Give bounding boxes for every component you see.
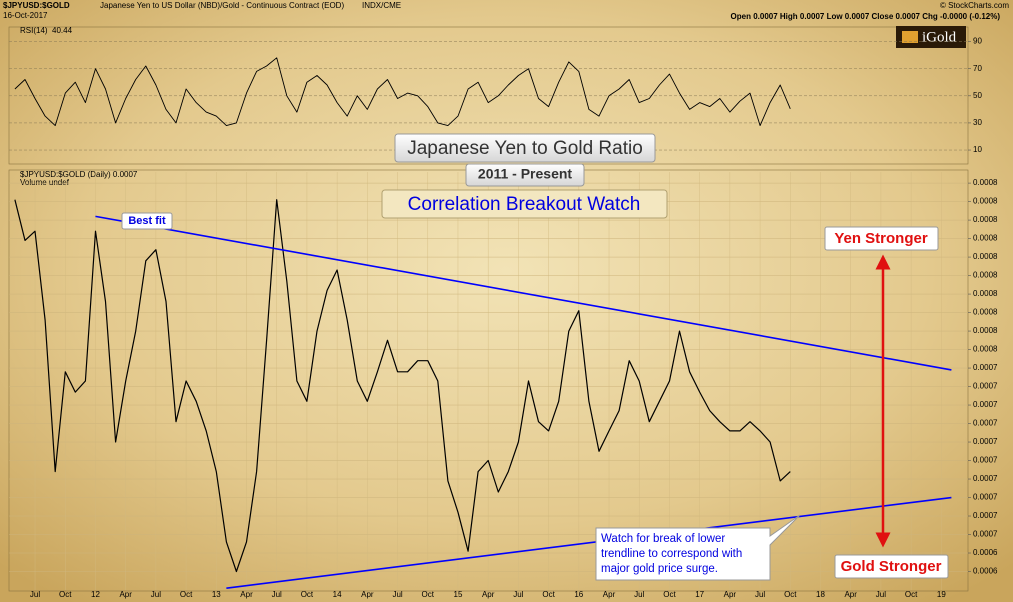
x-tick-label: Apr [361,590,374,599]
y-tick-label: 0.0006 [973,548,998,557]
x-tick-label: 15 [454,590,463,599]
annotation-box [381,189,668,219]
x-tick-label: Apr [844,590,857,599]
description: Japanese Yen to US Dollar (NBD)/Gold - C… [100,1,344,10]
annotation-box [394,133,656,163]
x-tick-label: Oct [663,590,676,599]
annotation: Best fit [128,215,166,227]
plot-area: 10 30 50 70 90 0.0008 0.0008 0.0008 0.0008 0.0008… [9,37,998,599]
x-tick-label: Oct [180,590,193,599]
y-tick-label: 0.0008 [973,215,998,224]
y-tick-label: 0.0008 [973,271,998,280]
y-tick-label: 0.0006 [973,567,998,576]
x-tick-label: Jul [272,590,282,599]
x-tick-label: Apr [119,590,132,599]
x-tick-label: Jul [392,590,402,599]
annotation: Correlation Breakout Watch [408,194,641,215]
y-tick-label: 0.0007 [973,493,998,502]
y-tick-label: 30 [973,118,982,127]
x-tick-label: 12 [91,590,100,599]
y-tick-label: 0.0007 [973,474,998,483]
x-tick-label: Oct [905,590,918,599]
y-tick-label: 0.0007 [973,456,998,465]
x-tick-label: 16 [574,590,583,599]
logo-icon [902,31,918,43]
y-tick-label: 50 [973,91,982,100]
y-tick-label: 0.0008 [973,178,998,187]
x-tick-label: Jul [634,590,644,599]
x-tick-label: Apr [482,590,495,599]
annotation: trendline to correspond with [601,548,742,560]
y-tick-label: 0.0008 [973,308,998,317]
rsi-title: RSI(14) [20,26,48,35]
price-line [14,199,791,573]
trendline [226,496,952,589]
annotation: major gold price surge. [601,563,718,575]
rsi-line [14,57,791,127]
y-tick-label: 0.0007 [973,530,998,539]
x-tick-label: 19 [937,590,946,599]
annotation-box [121,212,173,230]
annotation: Watch for break of lower [601,533,725,545]
y-tick-label: 0.0007 [973,400,998,409]
exchange: INDX/CME [362,1,401,10]
x-tick-label: Jul [513,590,523,599]
y-tick-label: 10 [973,145,982,154]
y-tick-label: 0.0008 [973,252,998,261]
y-tick-label: 90 [973,37,982,46]
y-tick-label: 0.0008 [973,345,998,354]
x-tick-label: Oct [542,590,555,599]
x-tick-label: Jul [755,590,765,599]
trendline [95,215,952,371]
annotation-box [465,163,585,187]
annotation-box [595,514,801,581]
price-legend: $JPYUSD:$GOLD (Daily) 0.0007 [20,170,138,179]
x-tick-label: Oct [784,590,797,599]
x-tick-label: Apr [240,590,253,599]
y-tick-label: 0.0008 [973,326,998,335]
x-tick-label: Apr [724,590,737,599]
annotation-box [834,554,949,579]
y-tick-label: 0.0007 [973,363,998,372]
quote: Open 0.0007 High 0.0007 Low 0.0007 Close… [731,12,1001,21]
annotation-box [824,226,939,251]
y-tick-label: 70 [973,64,982,73]
x-tick-label: Jul [876,590,886,599]
x-tick-label: Oct [422,590,435,599]
x-tick-label: 18 [816,590,825,599]
y-tick-label: 0.0008 [973,234,998,243]
x-tick-label: Jul [151,590,161,599]
x-tick-label: Apr [603,590,616,599]
logo: iGold [922,29,957,45]
annotation: 2011 - Present [478,166,573,182]
y-tick-label: 0.0007 [973,511,998,520]
date: 16-Oct-2017 [3,11,48,20]
x-tick-label: Oct [301,590,314,599]
x-tick-label: Jul [30,590,40,599]
annotation: Yen Stronger [834,230,928,247]
y-tick-label: 0.0007 [973,419,998,428]
rsi-value: 40.44 [52,26,73,35]
y-tick-label: 0.0007 [973,382,998,391]
volume-note: Volume undef [20,178,70,187]
y-tick-label: 0.0007 [973,437,998,446]
credit: © StockCharts.com [940,1,1009,10]
annotation: Gold Stronger [841,558,942,575]
y-tick-label: 0.0008 [973,289,998,298]
x-tick-label: 14 [333,590,342,599]
x-tick-label: 17 [695,590,704,599]
y-tick-label: 0.0008 [973,197,998,206]
x-tick-label: 13 [212,590,221,599]
annotation: Japanese Yen to Gold Ratio [407,138,643,159]
symbol: $JPYUSD:$GOLD [3,1,70,10]
x-tick-label: Oct [59,590,72,599]
